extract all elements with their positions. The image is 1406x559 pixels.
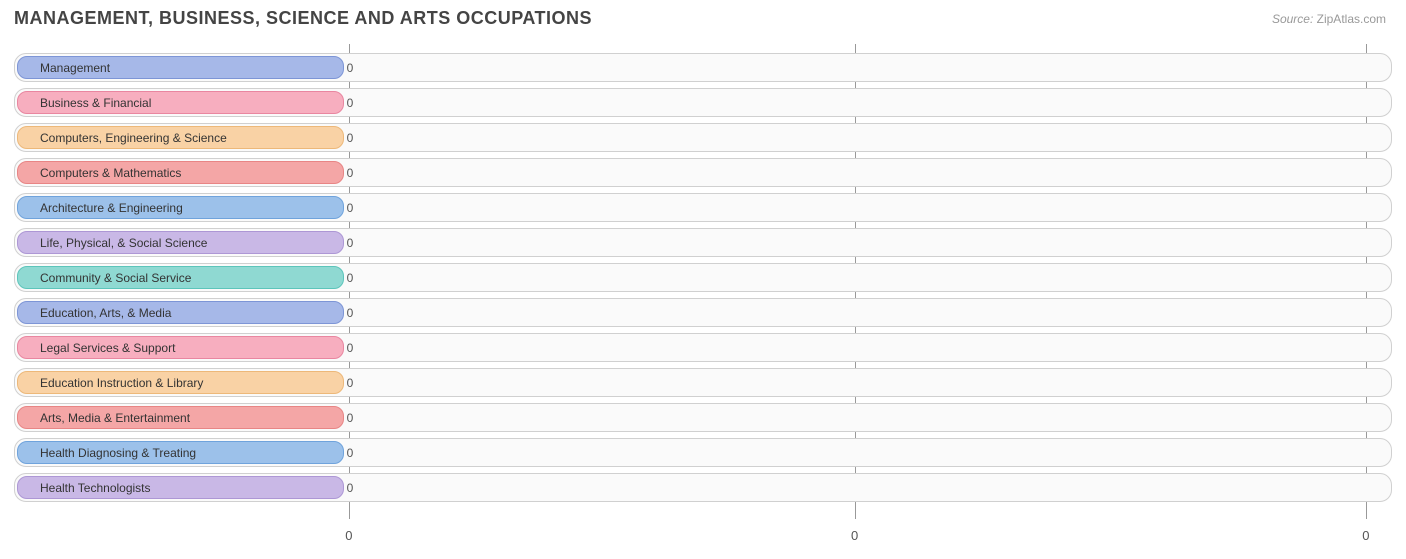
bar-value: 0: [347, 376, 354, 390]
bar-value: 0: [347, 271, 354, 285]
bar-value: 0: [347, 201, 354, 215]
bar-label: Computers & Mathematics: [40, 166, 181, 180]
bar-row: Computers & Mathematics 0: [14, 155, 1392, 190]
bar-value: 0: [347, 481, 354, 495]
bar-value: 0: [347, 446, 354, 460]
bar-label: Health Diagnosing & Treating: [40, 446, 196, 460]
bar-row: Arts, Media & Entertainment 0: [14, 400, 1392, 435]
x-axis-tick-label: 0: [345, 528, 352, 543]
bar-row: Business & Financial 0: [14, 85, 1392, 120]
bar-value: 0: [347, 341, 354, 355]
bar-row: Computers, Engineering & Science 0: [14, 120, 1392, 155]
bar-label: Education Instruction & Library: [40, 376, 203, 390]
bar-row: Architecture & Engineering 0: [14, 190, 1392, 225]
bar-row: Education Instruction & Library 0: [14, 365, 1392, 400]
bar-value: 0: [347, 131, 354, 145]
bar-label: Architecture & Engineering: [40, 201, 183, 215]
bar-row: Health Diagnosing & Treating 0: [14, 435, 1392, 470]
bar-row: Legal Services & Support 0: [14, 330, 1392, 365]
source-label: Source:: [1272, 12, 1313, 26]
bar-label: Education, Arts, & Media: [40, 306, 171, 320]
bar-label: Business & Financial: [40, 96, 151, 110]
bar-value: 0: [347, 96, 354, 110]
source-attribution: Source: ZipAtlas.com: [1272, 12, 1386, 26]
bar-label: Health Technologists: [40, 481, 151, 495]
bar-label: Arts, Media & Entertainment: [40, 411, 190, 425]
bar-row: Life, Physical, & Social Science 0: [14, 225, 1392, 260]
bar-value: 0: [347, 411, 354, 425]
bar-label: Community & Social Service: [40, 271, 191, 285]
bar-label: Management: [40, 61, 110, 75]
bar-value: 0: [347, 166, 354, 180]
bar-row: Community & Social Service 0: [14, 260, 1392, 295]
bar-value: 0: [347, 306, 354, 320]
chart-title: MANAGEMENT, BUSINESS, SCIENCE AND ARTS O…: [14, 8, 592, 29]
bar-row: Health Technologists 0: [14, 470, 1392, 505]
x-axis-tick-label: 0: [1362, 528, 1369, 543]
bar-label: Life, Physical, & Social Science: [40, 236, 207, 250]
x-axis-tick-label: 0: [851, 528, 858, 543]
chart-area: Management0Business & Financial0Computer…: [14, 44, 1392, 519]
bar-label: Legal Services & Support: [40, 341, 175, 355]
source-value: ZipAtlas.com: [1317, 12, 1386, 26]
bar-label: Computers, Engineering & Science: [40, 131, 227, 145]
bar-value: 0: [347, 61, 354, 75]
bar-row: Management 0: [14, 50, 1392, 85]
bar-value: 0: [347, 236, 354, 250]
bar-row: Education, Arts, & Media 0: [14, 295, 1392, 330]
